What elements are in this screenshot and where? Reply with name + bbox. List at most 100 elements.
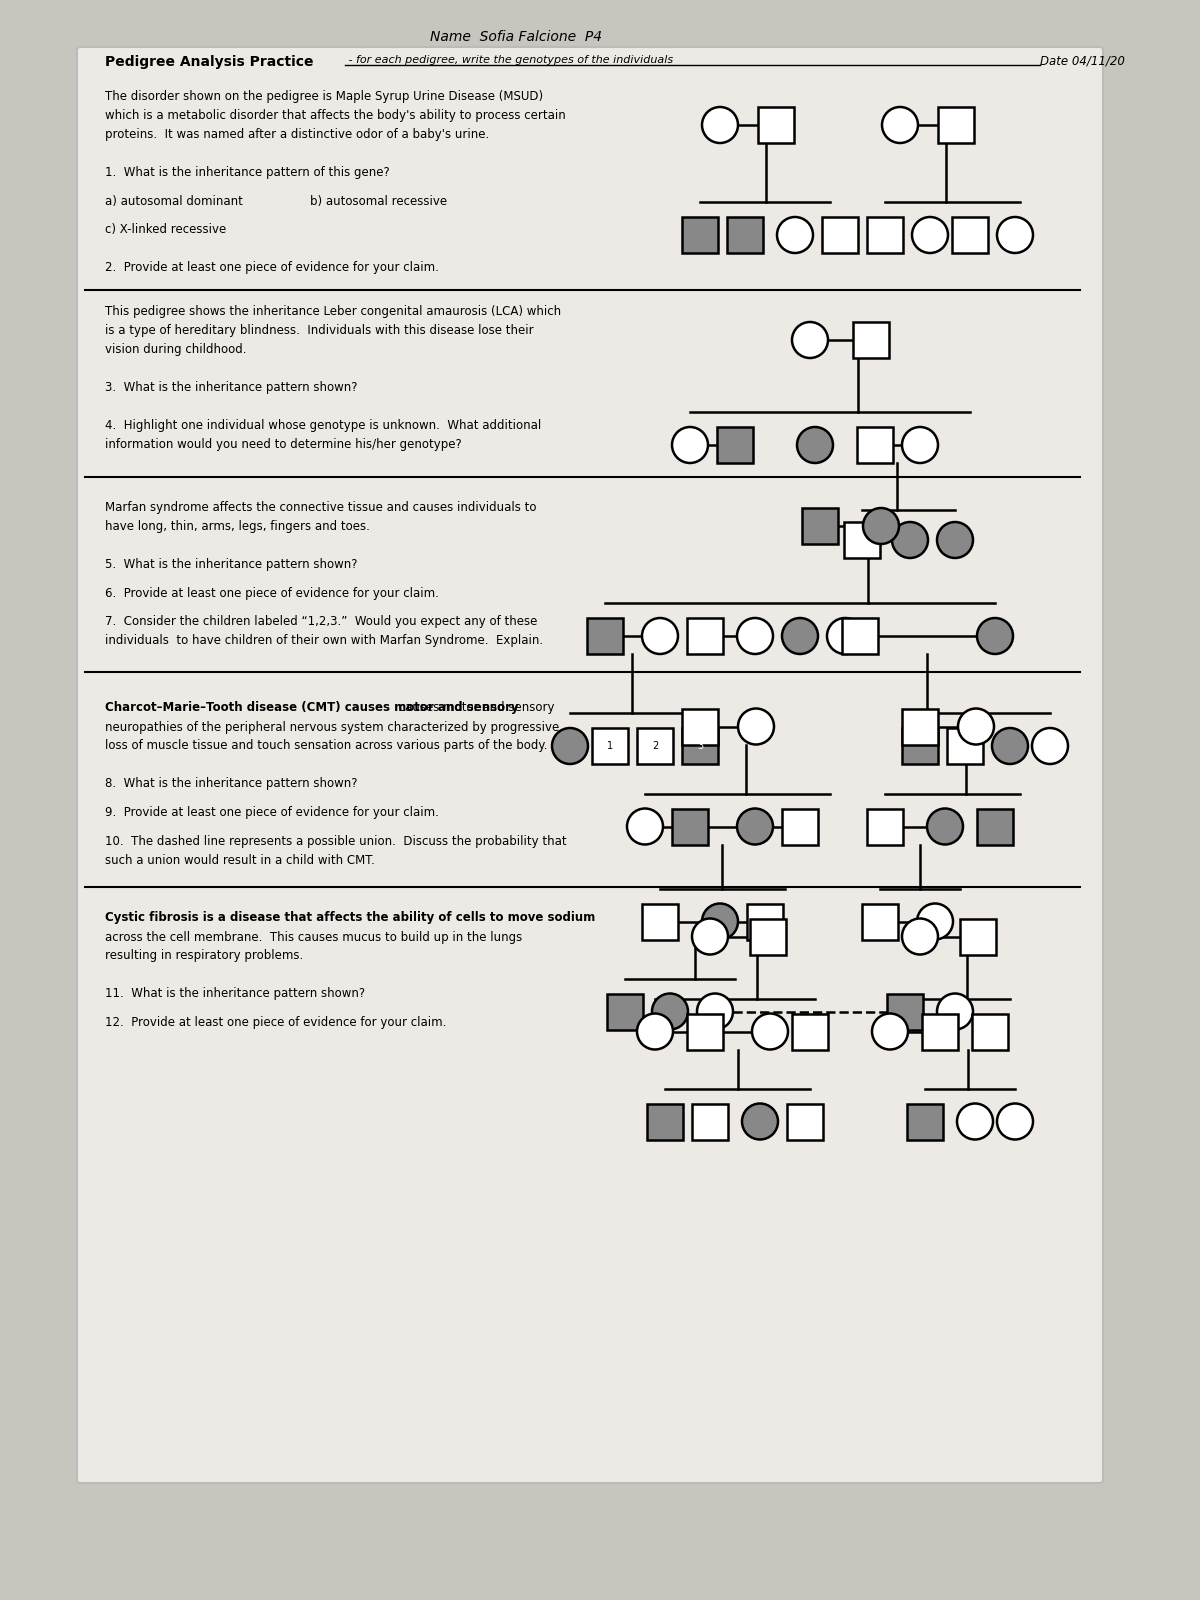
Circle shape: [977, 618, 1013, 654]
Circle shape: [778, 218, 814, 253]
Bar: [746, 904, 784, 939]
Circle shape: [737, 618, 773, 654]
Circle shape: [797, 427, 833, 462]
Bar: [902, 709, 938, 744]
Text: Marfan syndrome affects the connective tissue and causes individuals to: Marfan syndrome affects the connective t…: [106, 501, 536, 514]
Circle shape: [1032, 728, 1068, 765]
Circle shape: [892, 522, 928, 558]
Text: 12.  Provide at least one piece of evidence for your claim.: 12. Provide at least one piece of eviden…: [106, 1016, 446, 1029]
Bar: [887, 994, 923, 1029]
Bar: [682, 728, 718, 765]
Text: 5.  What is the inheritance pattern shown?: 5. What is the inheritance pattern shown…: [106, 558, 358, 571]
Text: Date 04/11/20: Date 04/11/20: [1040, 54, 1124, 67]
Bar: [587, 618, 623, 654]
Text: resulting in respiratory problems.: resulting in respiratory problems.: [106, 949, 304, 963]
Circle shape: [997, 1104, 1033, 1139]
Circle shape: [652, 994, 688, 1029]
Text: 4.  Highlight one individual whose genotype is unknown.  What additional: 4. Highlight one individual whose genoty…: [106, 419, 541, 432]
Text: 3: 3: [697, 741, 703, 750]
Circle shape: [742, 1104, 778, 1139]
Bar: [672, 808, 708, 845]
Circle shape: [692, 918, 728, 955]
Circle shape: [937, 522, 973, 558]
Text: 2.  Provide at least one piece of evidence for your claim.: 2. Provide at least one piece of evidenc…: [106, 261, 439, 274]
Text: is a type of hereditary blindness.  Individuals with this disease lose their: is a type of hereditary blindness. Indiv…: [106, 323, 534, 338]
Bar: [686, 1013, 722, 1050]
Bar: [758, 107, 794, 142]
Circle shape: [552, 728, 588, 765]
Bar: [853, 322, 889, 358]
Text: This pedigree shows the inheritance Leber congenital amaurosis (LCA) which: This pedigree shows the inheritance Lebe…: [106, 306, 562, 318]
Bar: [952, 218, 988, 253]
Circle shape: [958, 1104, 994, 1139]
Text: c) X-linked recessive: c) X-linked recessive: [106, 222, 227, 235]
Bar: [866, 218, 904, 253]
Bar: [862, 904, 898, 939]
Bar: [822, 218, 858, 253]
Text: - for each pedigree, write the genotypes of the individuals: - for each pedigree, write the genotypes…: [346, 54, 673, 66]
Circle shape: [863, 509, 899, 544]
Text: individuals  to have children of their own with Marfan Syndrome.  Explain.: individuals to have children of their ow…: [106, 634, 544, 646]
Text: 9.  Provide at least one piece of evidence for your claim.: 9. Provide at least one piece of evidenc…: [106, 806, 439, 819]
Text: 8.  What is the inheritance pattern shown?: 8. What is the inheritance pattern shown…: [106, 778, 358, 790]
Circle shape: [937, 994, 973, 1029]
Bar: [642, 904, 678, 939]
Bar: [844, 522, 880, 558]
Bar: [972, 1013, 1008, 1050]
Circle shape: [637, 1013, 673, 1050]
Text: The disorder shown on the pedigree is Maple Syrup Urine Disease (MSUD): The disorder shown on the pedigree is Ma…: [106, 90, 544, 102]
Circle shape: [872, 1013, 908, 1050]
Circle shape: [928, 808, 964, 845]
Bar: [947, 728, 983, 765]
Text: vision during childhood.: vision during childhood.: [106, 342, 246, 357]
Text: 7.  Consider the children labeled “1,2,3.”  Would you expect any of these: 7. Consider the children labeled “1,2,3.…: [106, 614, 538, 627]
Bar: [692, 1104, 728, 1139]
Text: b) autosomal recessive: b) autosomal recessive: [310, 195, 448, 208]
Text: neuropathies of the peripheral nervous system characterized by progressive: neuropathies of the peripheral nervous s…: [106, 720, 559, 733]
Text: proteins.  It was named after a distinctive odor of a baby's urine.: proteins. It was named after a distincti…: [106, 128, 490, 141]
Text: across the cell membrane.  This causes mucus to build up in the lungs: across the cell membrane. This causes mu…: [106, 931, 522, 944]
Text: 3.  What is the inheritance pattern shown?: 3. What is the inheritance pattern shown…: [106, 381, 358, 394]
Circle shape: [628, 808, 662, 845]
Circle shape: [827, 618, 863, 654]
Text: Name  Sofia Falcione  P4: Name Sofia Falcione P4: [430, 30, 602, 43]
Circle shape: [737, 808, 773, 845]
Circle shape: [992, 728, 1028, 765]
Circle shape: [902, 918, 938, 955]
Bar: [727, 218, 763, 253]
Circle shape: [902, 427, 938, 462]
Bar: [842, 618, 878, 654]
Text: a) autosomal dominant: a) autosomal dominant: [106, 195, 242, 208]
Circle shape: [702, 904, 738, 939]
Circle shape: [912, 218, 948, 253]
Text: Charcot–Marie–Tooth disease (CMT) causes motor and sensory: Charcot–Marie–Tooth disease (CMT) causes…: [106, 701, 518, 715]
Bar: [902, 728, 938, 765]
Bar: [592, 728, 628, 765]
Bar: [782, 808, 818, 845]
Circle shape: [882, 107, 918, 142]
Bar: [787, 1104, 823, 1139]
Bar: [607, 994, 643, 1029]
Bar: [960, 918, 996, 955]
Text: 11.  What is the inheritance pattern shown?: 11. What is the inheritance pattern show…: [106, 987, 365, 1000]
Text: information would you need to determine his/her genotype?: information would you need to determine …: [106, 438, 462, 451]
Text: loss of muscle tissue and touch sensation across various parts of the body.: loss of muscle tissue and touch sensatio…: [106, 739, 547, 752]
Text: causes motor and sensory: causes motor and sensory: [395, 701, 554, 715]
Circle shape: [958, 709, 994, 744]
Bar: [792, 1013, 828, 1050]
Bar: [857, 427, 893, 462]
Bar: [682, 709, 718, 744]
Circle shape: [792, 322, 828, 358]
Bar: [682, 218, 718, 253]
Bar: [938, 107, 974, 142]
Text: which is a metabolic disorder that affects the body's ability to process certain: which is a metabolic disorder that affec…: [106, 109, 565, 122]
Circle shape: [752, 1013, 788, 1050]
Text: Cystic fibrosis is a disease that affects the ability of cells to move sodium: Cystic fibrosis is a disease that affect…: [106, 912, 595, 925]
Bar: [686, 618, 722, 654]
Circle shape: [917, 904, 953, 939]
Bar: [866, 808, 904, 845]
Bar: [637, 728, 673, 765]
Circle shape: [997, 218, 1033, 253]
Circle shape: [782, 618, 818, 654]
Circle shape: [672, 427, 708, 462]
